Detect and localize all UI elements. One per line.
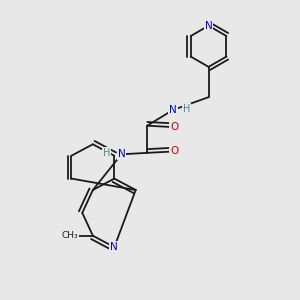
Text: N: N (169, 105, 177, 115)
Text: O: O (170, 122, 178, 132)
Text: CH₃: CH₃ (62, 231, 78, 240)
Text: N: N (205, 21, 212, 31)
Text: N: N (110, 242, 118, 252)
Text: N: N (118, 149, 125, 159)
Text: H: H (183, 104, 190, 114)
Text: H: H (103, 148, 110, 158)
Text: O: O (170, 146, 178, 156)
